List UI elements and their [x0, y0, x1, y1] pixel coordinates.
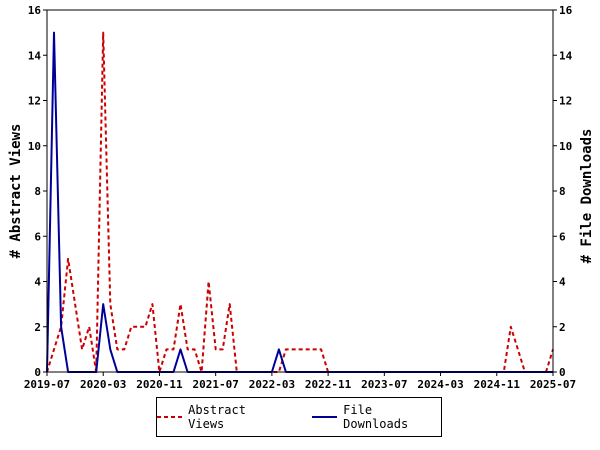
y-tick-label-left: 6	[34, 230, 41, 243]
x-tick-label: 2025-07	[530, 378, 576, 391]
legend: Abstract Views File Downloads	[156, 397, 442, 437]
series-line-abstract-views	[46, 31, 554, 373]
y-tick-label-left: 10	[28, 140, 41, 153]
x-tick-label: 2021-07	[192, 378, 238, 391]
y-tick-label-right: 14	[559, 49, 573, 62]
y-tick-label-left: 8	[34, 185, 41, 198]
x-tick-label: 2020-11	[136, 378, 183, 391]
legend-swatch-dashed	[157, 416, 183, 418]
y-tick-label-left: 12	[28, 95, 41, 108]
y-axis-title-right: # File Downloads	[579, 129, 595, 264]
x-tick-label: 2020-03	[80, 378, 126, 391]
legend-label-abstract-views: Abstract Views	[188, 403, 246, 431]
y-tick-label-left: 14	[28, 49, 42, 62]
y-tick-label-right: 12	[559, 95, 572, 108]
y-tick-label-left: 4	[34, 276, 41, 289]
series-line-file-downloads	[46, 31, 553, 373]
x-tick-label: 2022-03	[249, 378, 295, 391]
tick-layer: 0 0 2 2 4 4 6 6 8 8 10 10 12 12 14 14 16 16 2019-07 2020-03…	[24, 4, 576, 391]
legend-item-file-downloads: File Downloads	[312, 403, 441, 431]
series-layer	[46, 31, 554, 373]
legend-label-file-downloads: File Downloads	[343, 403, 409, 431]
legend-item-abstract-views: Abstract Views	[157, 403, 286, 431]
y-tick-label-right: 16	[559, 4, 573, 17]
y-tick-label-right: 8	[559, 185, 566, 198]
y-tick-label-left: 16	[28, 4, 42, 17]
x-tick-label: 2024-11	[474, 378, 521, 391]
y-tick-label-left: 0	[34, 366, 41, 379]
y-tick-label-right: 10	[559, 140, 572, 153]
x-tick-label: 2023-07	[361, 378, 407, 391]
y-axis-title-left: # Abstract Views	[8, 124, 24, 259]
plot-frame	[46, 9, 554, 373]
x-tick-label: 2024-03	[417, 378, 463, 391]
x-tick-label: 2022-11	[305, 378, 352, 391]
y-tick-label-right: 2	[559, 321, 566, 334]
y-tick-label-left: 2	[34, 321, 41, 334]
y-tick-label-right: 0	[559, 366, 566, 379]
y-tick-label-right: 4	[559, 276, 566, 289]
x-tick-label: 2019-07	[24, 378, 70, 391]
y-tick-label-right: 6	[559, 230, 566, 243]
legend-swatch-solid	[312, 416, 338, 418]
